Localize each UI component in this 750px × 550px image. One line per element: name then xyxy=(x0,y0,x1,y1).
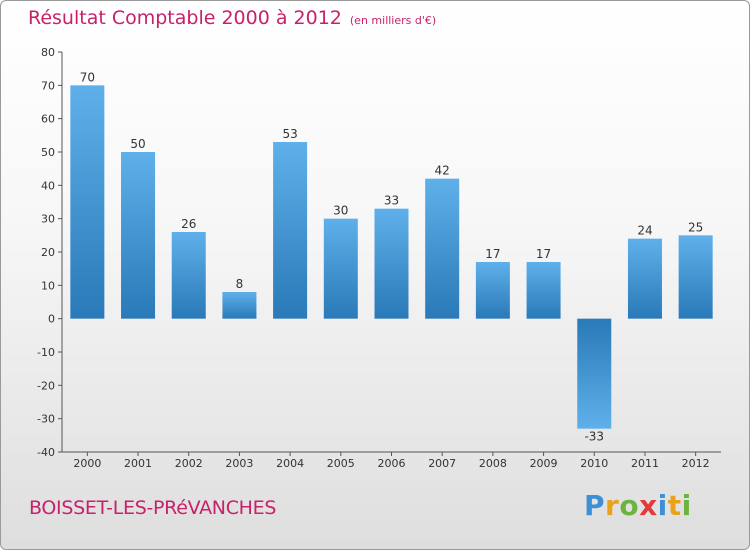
bar xyxy=(526,262,561,319)
y-tick-label: 60 xyxy=(41,113,55,126)
data-label: 53 xyxy=(282,127,297,141)
bar xyxy=(323,218,358,319)
logo-letter: r xyxy=(605,489,620,522)
title-unit: (en milliers d'€) xyxy=(349,14,437,27)
logo-letter: i xyxy=(657,489,668,522)
bars: 70 50 26 8 53 30 33 42 17 17 -33 24 25 xyxy=(70,70,713,444)
bar xyxy=(678,235,713,319)
y-tick-label: 0 xyxy=(48,313,55,326)
proxiti-logo: Proxiti xyxy=(584,489,692,522)
x-tick-label: 2006 xyxy=(378,457,406,470)
city-name: BOISSET-LES-PRéVANCHES xyxy=(29,497,277,519)
bar xyxy=(425,178,460,319)
y-tick-label: 80 xyxy=(41,46,55,59)
data-label: 50 xyxy=(130,137,145,151)
y-tick-label: 30 xyxy=(41,213,55,226)
x-tick-label: 2005 xyxy=(327,457,355,470)
data-label: -33 xyxy=(584,430,604,444)
y-tick-label: 40 xyxy=(41,179,55,192)
y-tick-label: 20 xyxy=(41,246,55,259)
data-label: 26 xyxy=(181,217,196,231)
data-label: 17 xyxy=(536,247,551,261)
title-main: Résultat Comptable 2000 à 2012 xyxy=(28,7,342,29)
x-tick-label: 2012 xyxy=(682,457,710,470)
bar xyxy=(374,208,409,319)
bar xyxy=(627,238,662,319)
logo-letter: t xyxy=(667,489,682,522)
logo-letter: P xyxy=(584,489,606,522)
data-label: 17 xyxy=(485,247,500,261)
chart-title: Résultat Comptable 2000 à 2012 (en millie… xyxy=(28,7,436,29)
logo-letter: x xyxy=(639,489,658,522)
y-tick-label: -20 xyxy=(37,379,55,392)
y-tick-label: 50 xyxy=(41,146,55,159)
x-tick-label: 2010 xyxy=(580,457,608,470)
data-label: 25 xyxy=(688,220,703,234)
y-tick-label: -30 xyxy=(37,413,55,426)
bar xyxy=(273,142,308,319)
bar xyxy=(222,292,257,319)
bar xyxy=(475,262,510,319)
x-tick-label: 2002 xyxy=(175,457,203,470)
x-tick-label: 2001 xyxy=(124,457,152,470)
y-tick-label: -40 xyxy=(37,446,55,459)
logo-letter: o xyxy=(619,489,640,522)
data-label: 70 xyxy=(80,70,95,84)
x-tick-label: 2011 xyxy=(631,457,659,470)
y-tick-label: 70 xyxy=(41,79,55,92)
x-tick-label: 2007 xyxy=(428,457,456,470)
data-label: 8 xyxy=(236,277,244,291)
logo-letter: i xyxy=(681,489,692,522)
bar xyxy=(577,318,612,429)
data-label: 42 xyxy=(435,164,450,178)
x-tick-label: 2008 xyxy=(479,457,507,470)
y-tick-label: -10 xyxy=(37,346,55,359)
data-label: 33 xyxy=(384,194,399,208)
data-label: 30 xyxy=(333,204,348,218)
x-tick-label: 2009 xyxy=(530,457,558,470)
x-tick-label: 2003 xyxy=(225,457,253,470)
bar xyxy=(70,85,105,319)
bar xyxy=(121,152,156,319)
y-tick-label: 10 xyxy=(41,279,55,292)
x-tick-label: 2000 xyxy=(73,457,101,470)
bar xyxy=(171,232,206,319)
x-tick-label: 2004 xyxy=(276,457,304,470)
data-label: 24 xyxy=(637,224,652,238)
